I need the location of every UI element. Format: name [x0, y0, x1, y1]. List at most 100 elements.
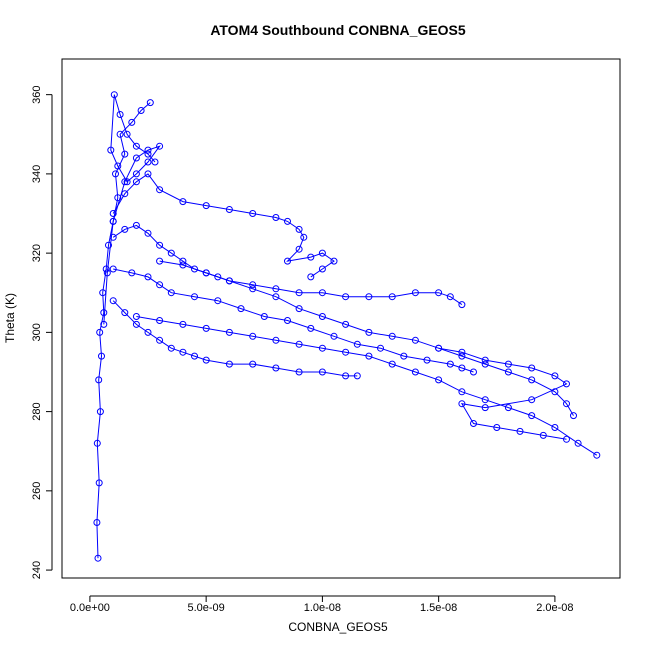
data-point [156, 281, 164, 289]
data-point [93, 439, 101, 447]
data-point [342, 348, 350, 356]
data-point [249, 285, 257, 293]
data-point [284, 217, 291, 225]
data-point [272, 364, 280, 372]
data-point [167, 289, 175, 297]
data-point [96, 408, 104, 416]
data-point [504, 404, 512, 412]
data-point [458, 348, 466, 356]
data-point [307, 253, 315, 261]
data-point [563, 380, 570, 388]
data-point [144, 150, 152, 158]
data-point [528, 364, 536, 372]
data-point [132, 142, 140, 150]
x-axis: 0.0e+00 5.0e-09 1.0e-08 1.5e-08 2.0e-08 [70, 595, 574, 614]
data-point [353, 340, 361, 348]
data-point [400, 352, 408, 360]
data-point [388, 293, 396, 301]
y-tick-label: 280 [31, 402, 43, 420]
x-tick-label: 1.0e-08 [304, 602, 341, 614]
data-point [318, 289, 326, 297]
data-point [132, 154, 140, 162]
data-point [423, 356, 431, 364]
data-point [179, 348, 187, 356]
data-point [249, 360, 257, 368]
data-point [156, 186, 164, 194]
data-point [132, 221, 140, 229]
chart-title: ATOM4 Southbound CONBNA_GEOS5 [210, 22, 466, 38]
data-point [121, 178, 129, 186]
data-point [593, 451, 601, 459]
data-point [202, 324, 210, 332]
data-point [132, 313, 140, 320]
data-point [202, 202, 210, 210]
data-point [144, 146, 152, 154]
y-tick-label: 260 [31, 482, 43, 500]
data-point [109, 265, 117, 273]
data-point [128, 269, 136, 277]
data-point [225, 360, 233, 368]
data-point [167, 249, 175, 257]
data-point [295, 245, 303, 253]
data-point [458, 388, 466, 396]
data-point [481, 404, 489, 412]
data-point [144, 328, 152, 336]
data-point [563, 435, 570, 443]
data-point [411, 336, 419, 344]
series-line [103, 94, 161, 325]
data-point [318, 313, 326, 320]
data-point [570, 412, 577, 420]
data-point [179, 320, 187, 328]
series-line [159, 260, 463, 306]
data-point [470, 368, 477, 376]
data-point [539, 431, 547, 439]
data-point [123, 130, 131, 138]
data-point [105, 241, 112, 249]
data-point [103, 269, 111, 277]
data-point [481, 356, 489, 364]
data-point [295, 305, 303, 313]
plot-frame [61, 58, 621, 579]
data-point [504, 360, 512, 368]
data-point [284, 317, 291, 324]
data-point [435, 376, 443, 384]
data-point [121, 309, 129, 317]
data-point [179, 198, 187, 206]
data-point [330, 257, 338, 265]
data-point [116, 111, 124, 118]
data-point [110, 91, 118, 99]
data-point [365, 328, 373, 336]
data-point [214, 297, 222, 305]
data-point [260, 313, 268, 320]
data-point [225, 277, 233, 285]
data-point [179, 261, 187, 269]
data-point [191, 265, 198, 273]
x-tick-label: 2.0e-08 [536, 602, 573, 614]
data-point [481, 396, 489, 404]
data-point [318, 368, 326, 376]
data-point [377, 344, 384, 352]
data-point [574, 439, 582, 447]
data-point [342, 320, 350, 328]
y-tick-label: 360 [31, 85, 43, 103]
data-point [446, 360, 454, 368]
data-point [121, 150, 129, 158]
data-point [435, 344, 443, 352]
data-point [551, 424, 559, 431]
data-point [411, 368, 419, 376]
data-point [191, 352, 198, 360]
data-point [318, 265, 326, 273]
data-point [272, 336, 280, 344]
data-point [100, 309, 108, 317]
data-point [318, 249, 326, 257]
y-axis: 240 260 280 300 320 340 360 [31, 85, 53, 579]
data-point [144, 273, 152, 281]
data-point [114, 162, 122, 170]
data-point [202, 269, 210, 277]
data-point [121, 225, 129, 233]
data-point [528, 396, 536, 404]
data-point [225, 328, 233, 336]
data-point [284, 257, 291, 265]
series-line [112, 224, 574, 416]
data-point [156, 257, 164, 265]
